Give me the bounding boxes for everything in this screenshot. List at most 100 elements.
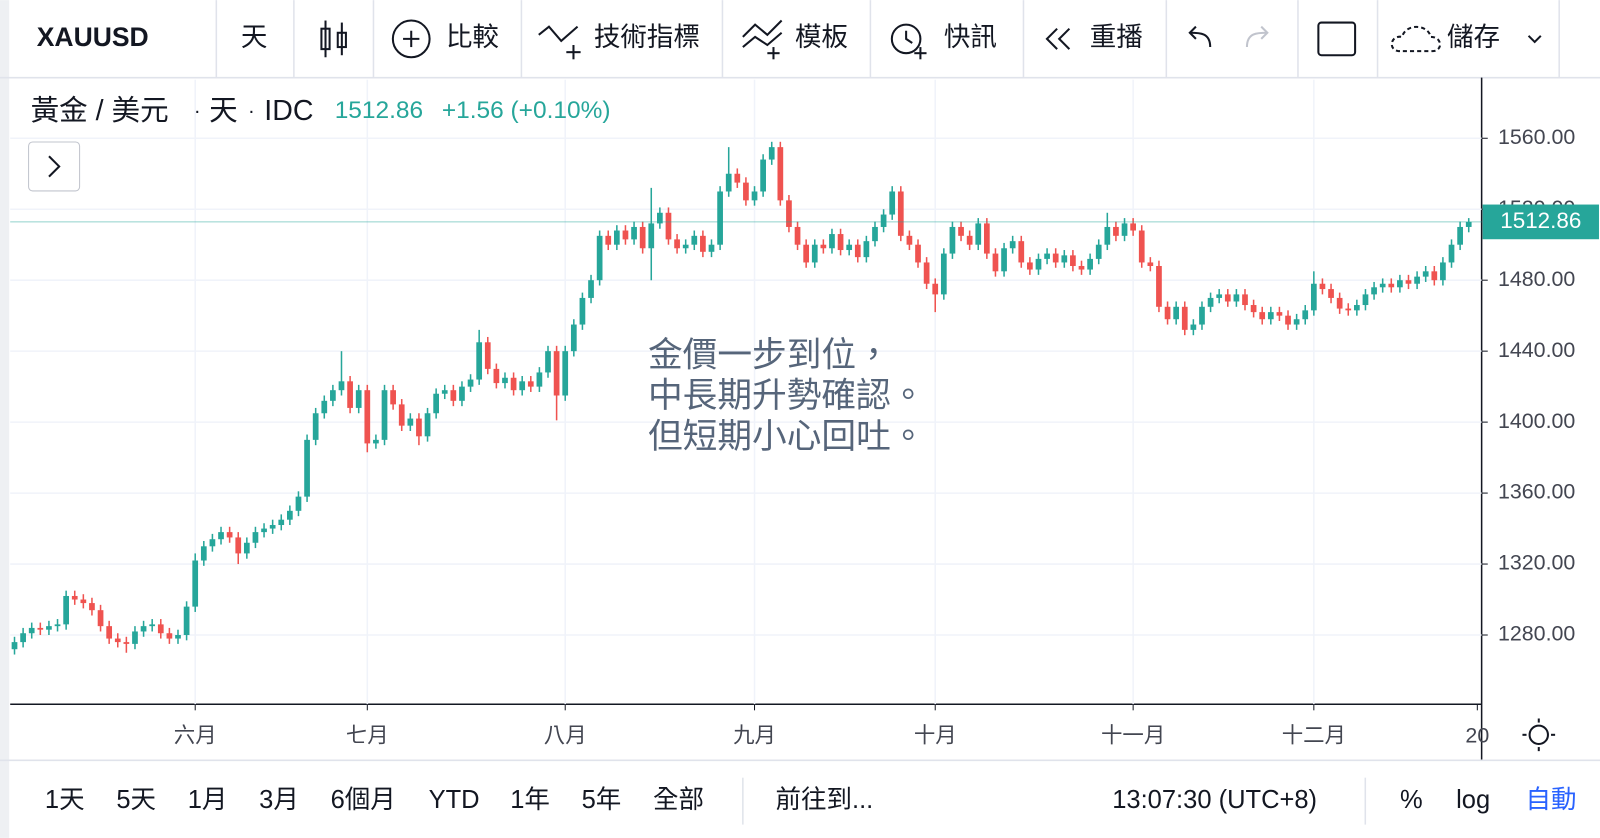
replay-icon[interactable] xyxy=(1045,27,1071,50)
log-button[interactable]: log xyxy=(1456,786,1490,814)
y-tick-label: 1480.00 xyxy=(1498,267,1575,291)
candle-body xyxy=(1121,223,1128,236)
candle-body xyxy=(940,253,947,295)
candle-body xyxy=(218,532,224,540)
candle-body xyxy=(1293,319,1300,325)
candle-body xyxy=(106,626,113,639)
redo-icon[interactable] xyxy=(1245,25,1269,48)
candle-body xyxy=(932,283,939,295)
candle-body xyxy=(166,633,173,639)
candle-body xyxy=(28,627,35,634)
candle-body xyxy=(132,631,138,644)
templates-button[interactable]: 模板 xyxy=(795,22,848,52)
range-button[interactable]: 全部 xyxy=(653,786,704,814)
range-button[interactable]: 1年 xyxy=(510,786,550,814)
candle-body xyxy=(226,532,233,538)
candle-body xyxy=(880,214,887,227)
candle-body xyxy=(63,595,69,625)
candle-body xyxy=(1397,280,1403,288)
candle-body xyxy=(1362,294,1369,306)
save-button[interactable]: 儲存 xyxy=(1447,22,1500,52)
compare-icon[interactable] xyxy=(391,19,431,59)
candle-body xyxy=(37,627,44,630)
candle-body xyxy=(1336,297,1343,309)
candle-body xyxy=(269,525,276,529)
candle-body xyxy=(381,390,388,440)
alert-icon[interactable] xyxy=(890,23,927,60)
templates-icon[interactable] xyxy=(742,19,783,60)
candle-body xyxy=(416,418,422,437)
layout-icon[interactable] xyxy=(1317,21,1357,57)
chart-type-icon[interactable] xyxy=(320,20,347,58)
dot: · xyxy=(194,101,201,123)
indicators-button[interactable]: 技術指標 xyxy=(594,22,700,52)
candle-body xyxy=(1414,276,1420,284)
annotation-line: 但短期小心回吐。 xyxy=(648,418,926,456)
candle-body xyxy=(906,235,913,245)
candle-body xyxy=(467,379,474,387)
alert-button[interactable]: 快訊 xyxy=(944,22,997,52)
percent-button[interactable]: % xyxy=(1400,786,1423,814)
candle-body xyxy=(235,537,242,554)
settings-icon[interactable] xyxy=(1522,718,1556,752)
candle-body xyxy=(519,381,526,391)
range-button[interactable]: 3月 xyxy=(259,786,299,814)
undo-icon[interactable] xyxy=(1188,25,1212,48)
candle-body xyxy=(1465,221,1472,227)
compare-button[interactable]: 比較 xyxy=(446,22,499,52)
candle-body xyxy=(364,390,371,444)
candle-body xyxy=(459,386,465,401)
last-price-tag xyxy=(1482,204,1599,240)
last-price: 1512.86 xyxy=(335,97,423,124)
interval-button[interactable]: 天 xyxy=(241,22,268,52)
candle-body xyxy=(20,633,26,643)
candle-body xyxy=(1302,310,1309,320)
save-menu[interactable] xyxy=(1527,35,1542,44)
candle-body xyxy=(450,390,457,401)
last-price-label: 1512.86 xyxy=(1500,208,1581,233)
candle-body xyxy=(11,642,18,650)
candle-body xyxy=(1259,312,1266,320)
range-button[interactable]: YTD xyxy=(429,786,480,814)
save-icon[interactable] xyxy=(1390,25,1442,53)
candle-body xyxy=(553,351,560,396)
candle-body xyxy=(1310,283,1317,311)
candle-body xyxy=(1388,283,1395,288)
candle-body xyxy=(1095,244,1102,259)
candle-body xyxy=(1190,324,1197,330)
candle-body xyxy=(863,241,870,258)
candle-body xyxy=(200,546,207,561)
candle-body xyxy=(80,599,87,604)
candle-body xyxy=(562,351,569,396)
range-button[interactable]: 6個月 xyxy=(331,786,396,814)
auto-button[interactable]: 自動 xyxy=(1526,786,1577,814)
y-tick-label: 1280.00 xyxy=(1498,622,1575,646)
replay-button[interactable]: 重播 xyxy=(1090,22,1143,52)
candle-body xyxy=(854,244,861,258)
range-button[interactable]: 5年 xyxy=(582,786,622,814)
goto-button[interactable]: 前往到... xyxy=(776,786,874,814)
candle-body xyxy=(347,381,353,408)
expand-button[interactable] xyxy=(28,141,81,192)
candle-body xyxy=(639,226,646,249)
symbol[interactable]: XAUUSD xyxy=(37,22,149,52)
y-tick-label: 1360.00 xyxy=(1498,480,1575,504)
chart-title: 黃金 / 美元 xyxy=(31,95,169,127)
indicators-icon[interactable] xyxy=(538,25,581,60)
range-button[interactable]: 1天 xyxy=(45,786,85,814)
candle-body xyxy=(476,342,483,380)
candle-body xyxy=(717,191,723,245)
candle-body xyxy=(691,235,698,245)
candle-body xyxy=(708,244,715,252)
range-button[interactable]: 5天 xyxy=(116,786,156,814)
candle-body xyxy=(777,147,784,201)
candle-body xyxy=(243,542,250,554)
candle-body xyxy=(872,226,878,242)
candle-body xyxy=(287,510,293,520)
candle-body xyxy=(1422,271,1429,277)
candle-body xyxy=(768,147,775,160)
range-button[interactable]: 1月 xyxy=(188,786,228,814)
candle-body xyxy=(657,212,663,224)
plot: 1280.00 1320.00 1360.00 1400.00 1440.00 1480.… xyxy=(10,79,1599,748)
